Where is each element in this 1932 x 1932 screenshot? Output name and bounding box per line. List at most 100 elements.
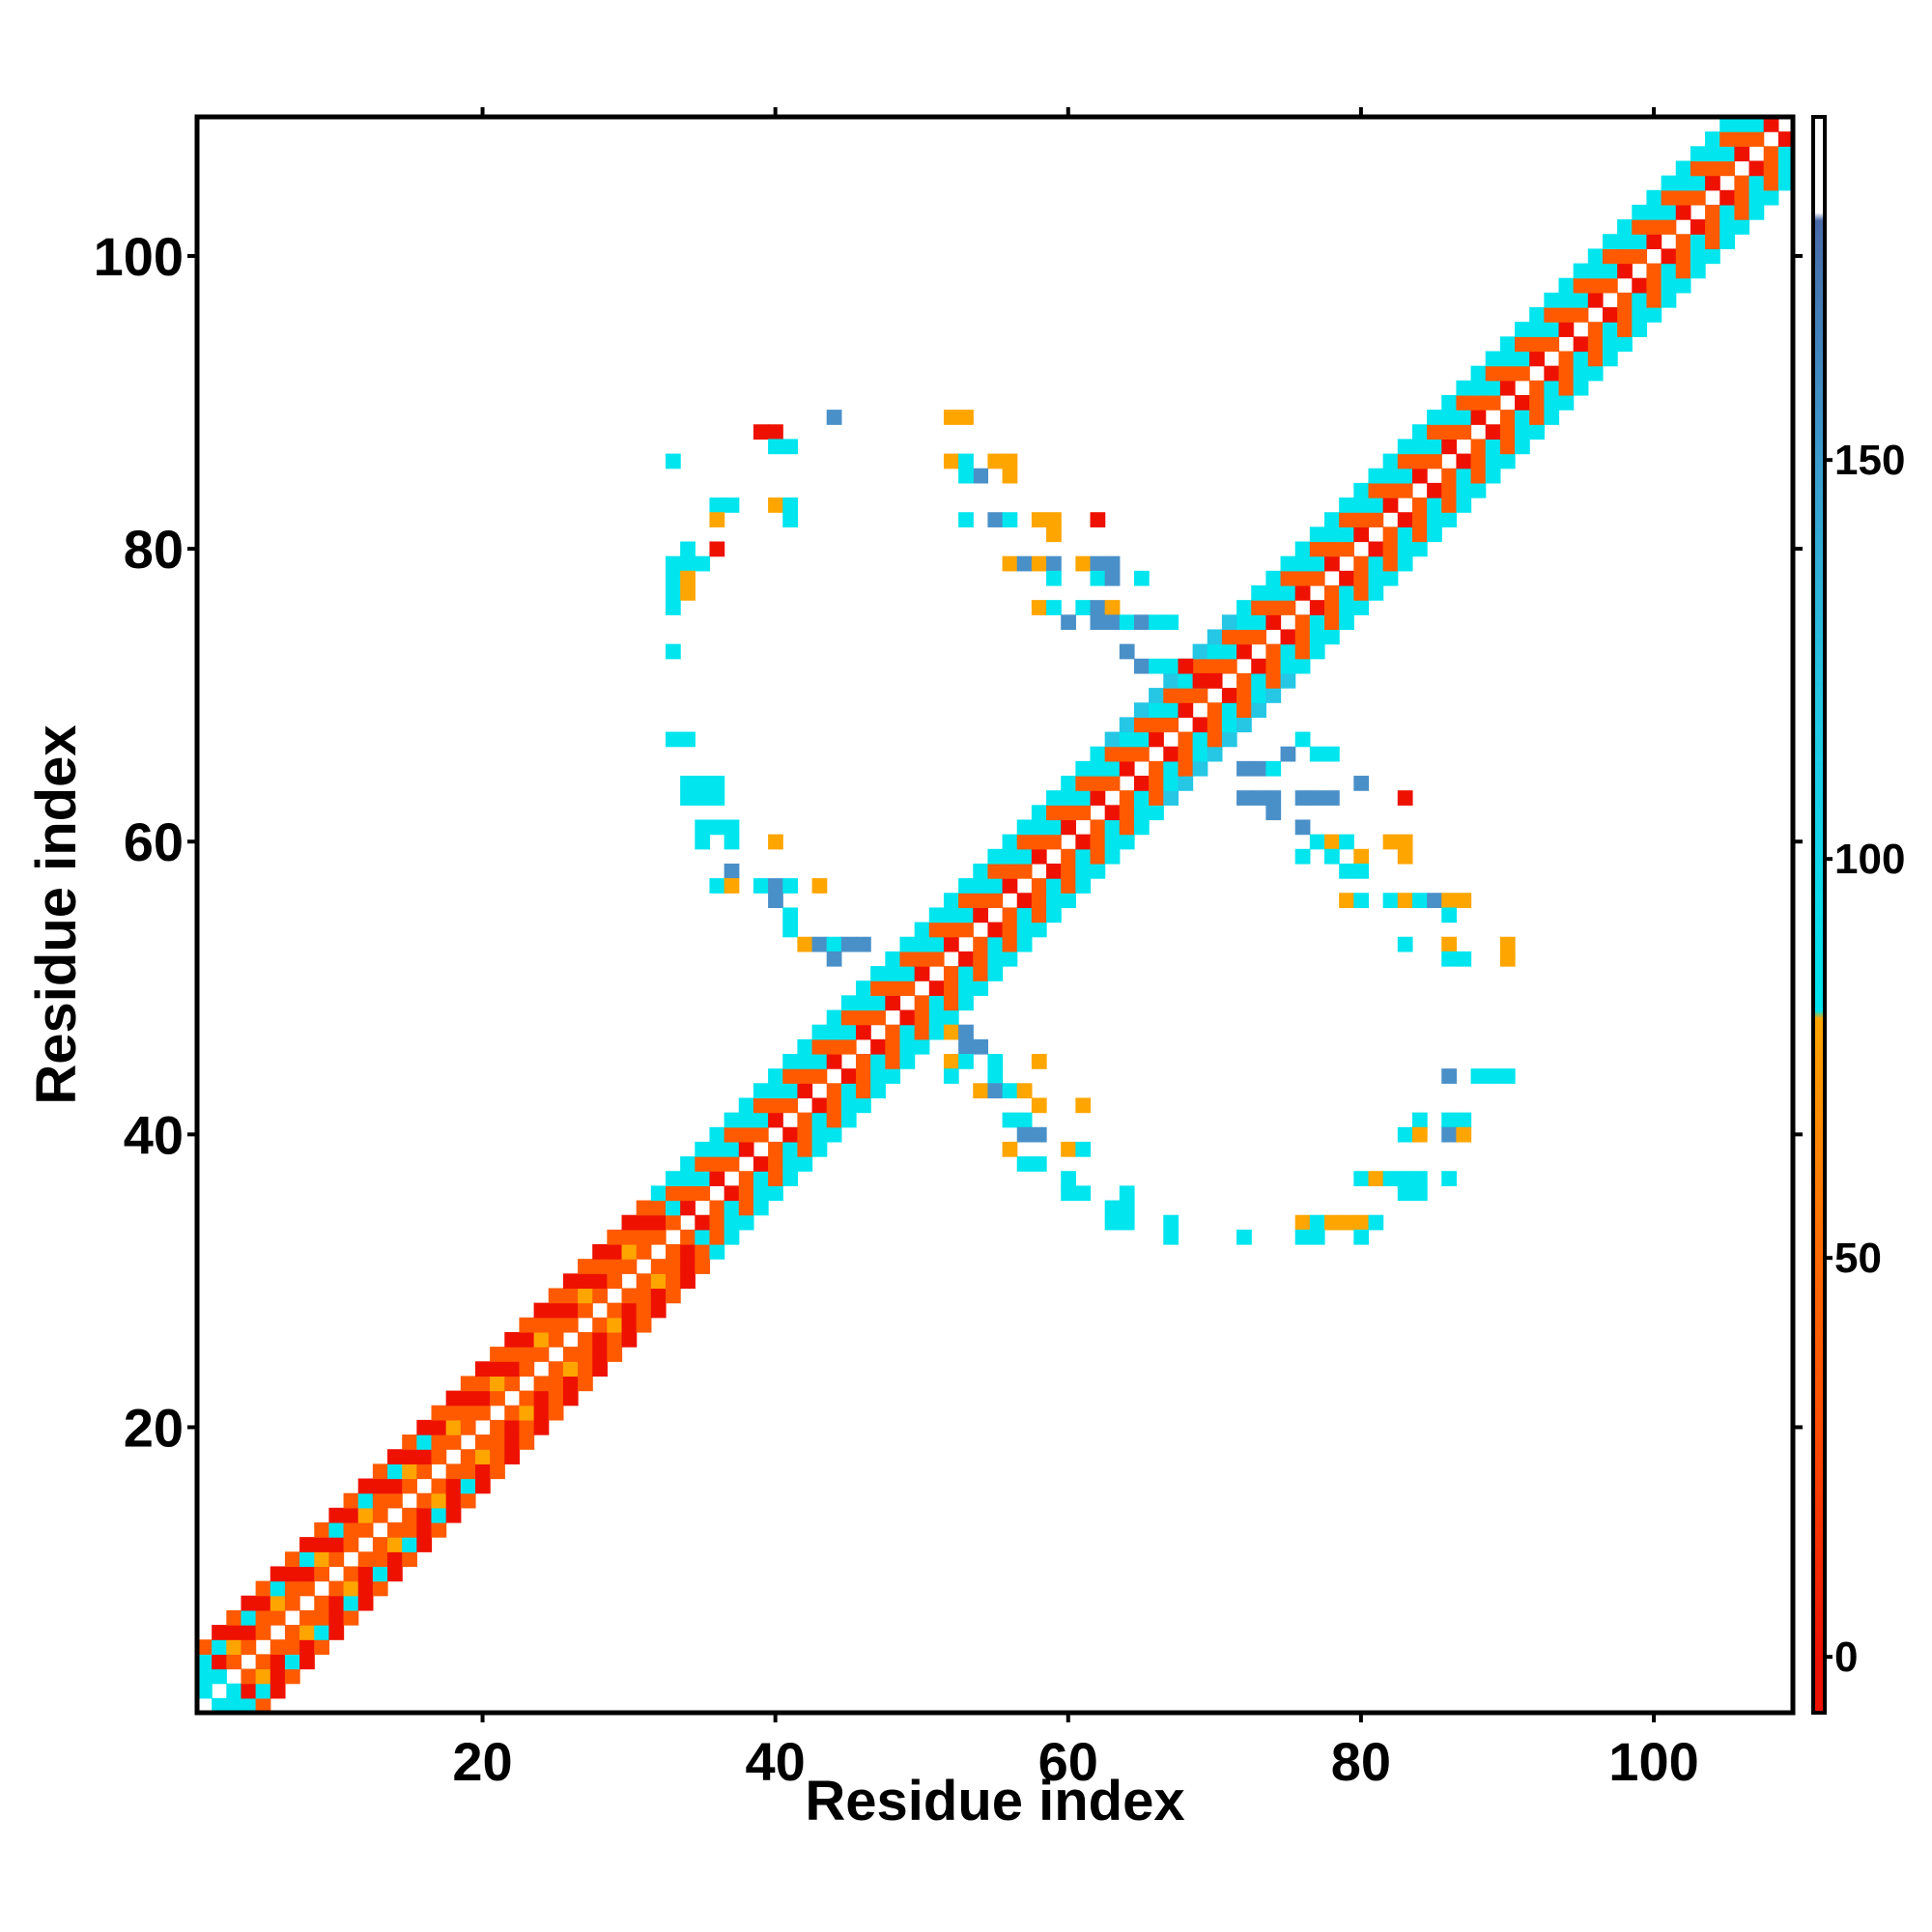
contact-cell — [1368, 555, 1384, 572]
contact-cell — [1529, 394, 1545, 411]
contact-cell — [1075, 878, 1092, 894]
contact-cell — [299, 1609, 315, 1626]
contact-cell — [1558, 365, 1575, 382]
contact-cell — [1558, 277, 1575, 294]
contact-cell — [1309, 643, 1325, 660]
contact-cell — [1617, 307, 1633, 323]
contact-cell — [416, 1492, 433, 1509]
contact-cell — [226, 1625, 242, 1640]
contact-cell — [899, 1038, 916, 1055]
contact-cell — [387, 1463, 403, 1480]
contact-cell — [1441, 482, 1458, 498]
contact-cell — [431, 1405, 447, 1421]
contact-cell — [607, 1302, 623, 1319]
contact-cell — [753, 1097, 769, 1114]
x-axis-ticks: 20 40 60 80 100 — [452, 107, 1699, 1792]
contact-cell — [1499, 951, 1516, 967]
contact-cell — [1309, 600, 1325, 615]
contact-cell — [768, 834, 783, 850]
contact-cell — [914, 951, 930, 967]
contact-cell — [782, 1083, 798, 1099]
contact-cell — [695, 1229, 711, 1245]
contact-cell — [709, 790, 725, 806]
contact-cell — [1149, 776, 1164, 791]
contact-cell — [1002, 555, 1018, 572]
contact-cell — [899, 980, 916, 996]
contact-cell — [1192, 688, 1208, 703]
contact-cell — [1632, 204, 1648, 220]
contact-cell — [1427, 439, 1442, 455]
contact-cell — [357, 1492, 374, 1509]
contact-cell — [870, 966, 886, 981]
contact-cell — [1470, 410, 1487, 425]
contact-cell — [241, 1595, 257, 1611]
contact-cell — [1544, 410, 1560, 425]
contact-cell — [1705, 248, 1720, 265]
contact-cell — [1280, 555, 1296, 572]
contact-cell — [1149, 731, 1164, 748]
contact-cell — [709, 1200, 725, 1216]
contact-cell — [1646, 234, 1662, 250]
contact-cell — [826, 1038, 842, 1055]
contact-cell — [1470, 482, 1487, 498]
contact-cell — [1456, 410, 1472, 425]
contact-cell — [445, 1419, 462, 1435]
contact-cell — [958, 1024, 974, 1040]
contact-cell — [1294, 819, 1311, 836]
contact-cell — [650, 1302, 667, 1319]
contact-cell — [1763, 117, 1779, 132]
contact-cell — [1587, 336, 1604, 353]
contact-cell — [1777, 146, 1794, 162]
contact-cell — [1485, 468, 1501, 484]
contact-cell — [1573, 292, 1589, 308]
contact-cell — [1427, 512, 1442, 527]
contact-cell — [958, 410, 974, 425]
contact-cell — [578, 1331, 593, 1348]
contact-cell — [1178, 658, 1194, 674]
contact-cell — [709, 1214, 725, 1231]
contact-cell — [1163, 717, 1179, 733]
contact-cell — [1046, 907, 1062, 923]
contact-cell — [768, 424, 783, 440]
contact-cell — [1324, 526, 1340, 543]
contact-cell — [1163, 790, 1179, 806]
contact-cell — [1104, 834, 1121, 850]
contact-cell — [490, 1361, 505, 1378]
contact-cell — [943, 1009, 959, 1026]
contact-cell — [1427, 482, 1442, 498]
contact-cell — [840, 936, 857, 952]
contact-cell — [474, 1435, 491, 1450]
contact-cell — [1587, 322, 1604, 337]
contact-cell — [1236, 629, 1252, 645]
contact-cell — [680, 570, 696, 586]
contact-cell — [1178, 731, 1194, 748]
contact-cell — [460, 1390, 476, 1406]
contact-cell — [665, 584, 681, 601]
contact-cell — [1236, 600, 1252, 615]
contact-cell — [1061, 1171, 1076, 1186]
contact-cell — [1016, 1156, 1033, 1172]
contact-cell — [1031, 848, 1047, 865]
contact-cell — [987, 966, 1004, 981]
contact-cell — [1763, 160, 1779, 177]
contact-cell — [943, 1024, 959, 1040]
contact-cell — [1309, 541, 1325, 557]
contact-cell — [343, 1595, 359, 1611]
contact-cell — [1251, 584, 1266, 601]
contact-cell — [314, 1551, 330, 1568]
contact-cell — [1470, 365, 1487, 382]
contact-cell — [1002, 453, 1018, 469]
contact-cell — [1515, 439, 1530, 455]
contact-cell — [928, 995, 945, 1011]
contact-cell — [402, 1537, 417, 1552]
contact-cell — [372, 1507, 388, 1523]
contact-cell — [416, 1463, 433, 1480]
contact-cell — [1411, 512, 1428, 527]
contact-cell — [885, 1024, 901, 1040]
contact-cell — [1221, 688, 1237, 703]
contact-cell — [826, 1024, 842, 1040]
contact-cell — [1149, 614, 1164, 631]
contact-cell — [1544, 336, 1560, 353]
contact-cell — [1061, 878, 1076, 894]
